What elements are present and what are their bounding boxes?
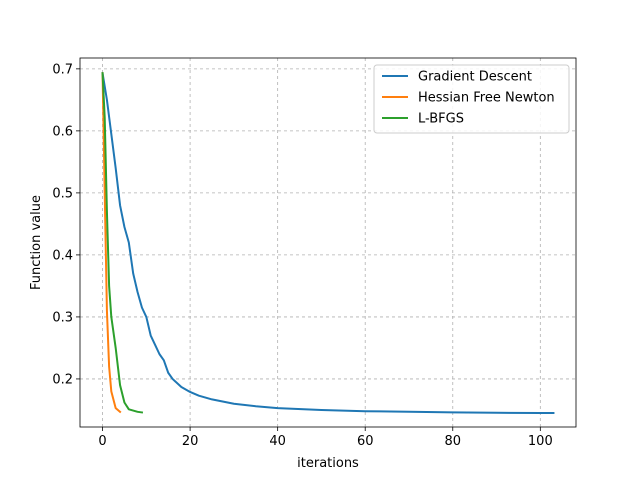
x-tick-label: 20 — [182, 434, 199, 449]
x-tick-label: 0 — [98, 434, 106, 449]
series-line-gradient-descent — [101, 72, 555, 415]
y-tick-label: 0.5 — [52, 186, 73, 201]
x-tick-label: 60 — [357, 434, 374, 449]
y-axis-label: Function value — [29, 195, 44, 290]
y-tick-label: 0.7 — [52, 62, 73, 77]
axes-frame — [79, 57, 577, 428]
plot-lines — [101, 72, 555, 415]
legend-label-l-bfgs: L-BFGS — [418, 112, 464, 127]
series-line-l-bfgs — [101, 72, 144, 414]
y-tick-label: 0.6 — [52, 124, 73, 139]
x-tick-label: 40 — [269, 434, 286, 449]
x-axis-label: iterations — [297, 456, 359, 471]
y-tick-label: 0.4 — [52, 248, 73, 263]
x-tick-label: 80 — [444, 434, 461, 449]
legend-box — [373, 64, 570, 134]
legend: Gradient Descent Hessian Free Newton L-BFG… — [373, 64, 570, 134]
y-tick-label: 0.2 — [52, 372, 73, 387]
legend-label-hessian-free-newton: Hessian Free Newton — [418, 91, 555, 106]
series-line-hessian-free-newton — [101, 72, 122, 414]
legend-label-gradient-descent: Gradient Descent — [418, 70, 532, 85]
ticks: 0 20 40 60 80 100 0.2 0.3 0.4 0.5 0.6 0.7 — [52, 62, 552, 449]
x-tick-label: 100 — [528, 434, 553, 449]
y-tick-label: 0.3 — [52, 310, 73, 325]
